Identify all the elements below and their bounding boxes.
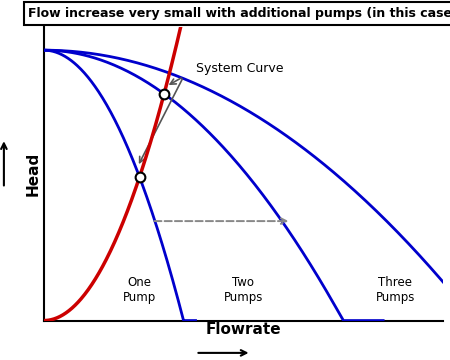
Text: Three
Pumps: Three Pumps <box>375 276 415 305</box>
Text: Two
Pumps: Two Pumps <box>224 276 263 305</box>
Text: One
Pump: One Pump <box>123 276 156 305</box>
Text: System Curve: System Curve <box>196 62 283 75</box>
Title: Flow increase very small with additional pumps (in this case): Flow increase very small with additional… <box>28 7 450 20</box>
X-axis label: Flowrate: Flowrate <box>206 322 281 337</box>
Y-axis label: Head: Head <box>26 152 41 196</box>
